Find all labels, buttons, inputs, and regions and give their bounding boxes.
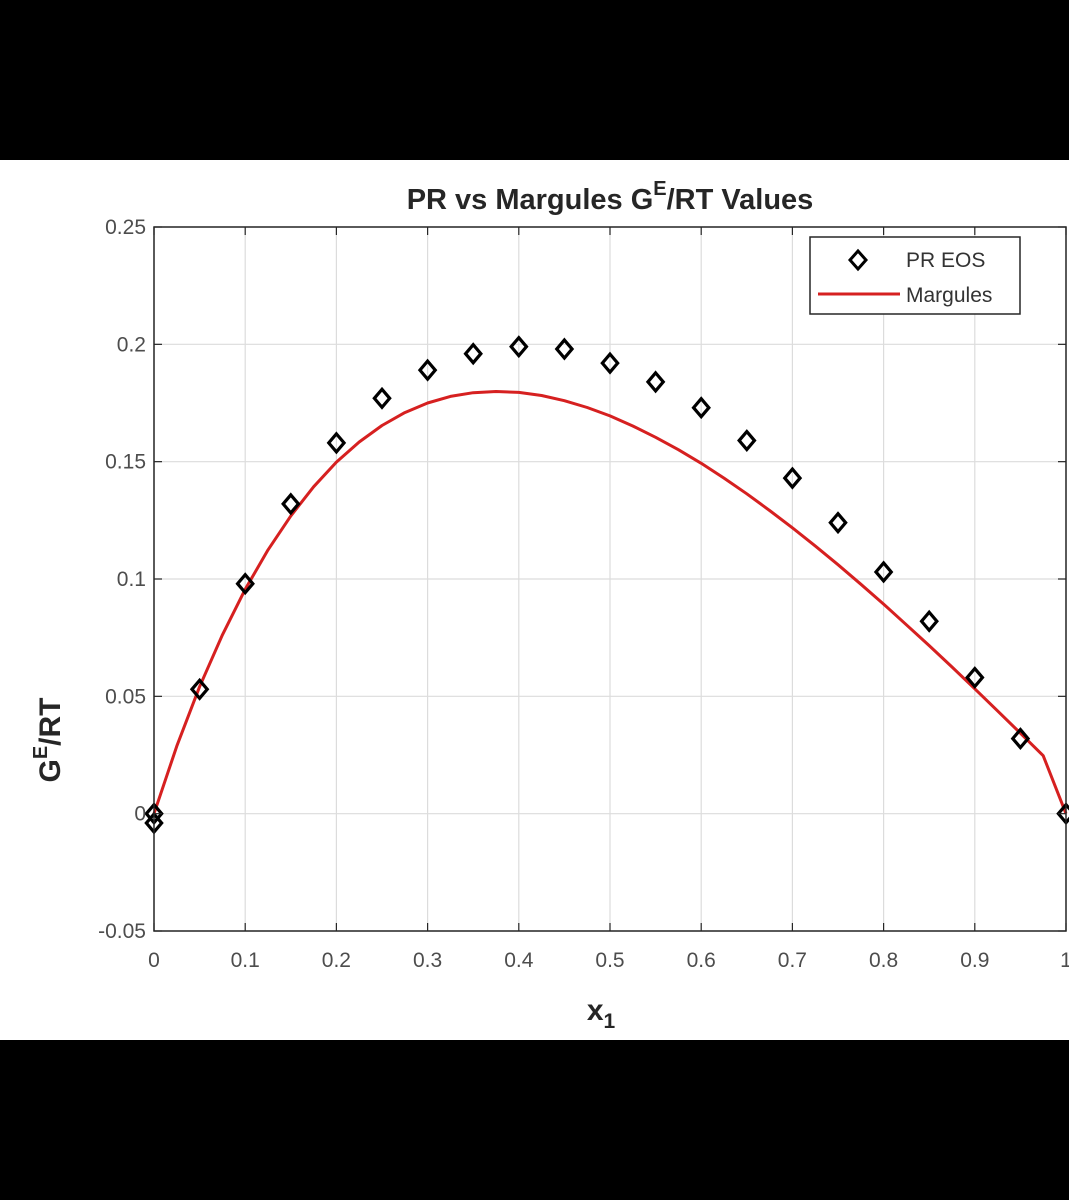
pr-eos-point — [189, 677, 210, 701]
y-tick-label: 0.1 — [117, 568, 146, 591]
y-tick-label: 0 — [134, 803, 146, 826]
pr-eos-point — [235, 572, 255, 596]
pr-eos-point — [965, 666, 985, 690]
x-tick-label: 0.7 — [778, 949, 807, 972]
pr-eos-point — [828, 511, 848, 535]
x-tick-label: 0.6 — [687, 949, 716, 972]
x-tick-label: 0.8 — [869, 949, 898, 972]
pr-eos-point — [645, 370, 666, 394]
pr-eos-point — [417, 358, 438, 382]
figure-panel: 0 0.1 0.2 0.3 0.4 0.5 0.6 0.7 0.8 0.9 1 -0.05 0 0.05 0… — [0, 160, 1069, 1040]
x-tick-label: 0.1 — [231, 949, 260, 972]
x-tick-label: 0.3 — [413, 949, 442, 972]
x-tick-label: 0.4 — [504, 949, 534, 972]
pr-eos-point — [326, 431, 347, 455]
y-axis-label: GE/RT — [30, 697, 67, 782]
pr-eos-point — [600, 351, 620, 375]
x-tick-label: 0.9 — [960, 949, 989, 972]
legend-entry-margules: Margules — [906, 284, 992, 307]
legend: PR EOS Margules — [809, 236, 1021, 315]
pr-eos-point — [509, 335, 529, 359]
pr-eos-point — [919, 609, 939, 633]
x-tick-label: 0.2 — [322, 949, 351, 972]
pr-eos-point — [782, 466, 803, 490]
pr-eos-point — [737, 429, 757, 453]
margules-curve — [152, 390, 1068, 815]
y-tick-label: 0.15 — [105, 451, 146, 474]
y-tick-label: -0.05 — [98, 920, 146, 943]
legend-diamond-marker — [847, 248, 869, 272]
pr-eos-point — [873, 560, 894, 584]
chart-title: PR vs Margules GE/RT Values — [407, 178, 814, 216]
x-tick-label: 1 — [1060, 949, 1069, 972]
pr-eos-point — [691, 396, 711, 420]
x-tick-label: 0 — [148, 949, 160, 972]
pr-eos-point — [372, 386, 392, 410]
pr-eos-point — [463, 342, 483, 366]
legend-entry-pr-eos: PR EOS — [906, 249, 985, 272]
pr-eos-point — [1010, 727, 1031, 751]
plot-series — [144, 335, 1069, 835]
y-tick-label: 0.25 — [105, 216, 146, 239]
x-axis-label: x1 — [587, 994, 616, 1033]
grid — [153, 226, 1067, 932]
pr-eos-point — [554, 337, 575, 361]
y-tick-label: 0.05 — [105, 685, 146, 708]
axes: 0 0.1 0.2 0.3 0.4 0.5 0.6 0.7 0.8 0.9 1-0.0500.050… — [98, 216, 1069, 972]
chart: 0 0.1 0.2 0.3 0.4 0.5 0.6 0.7 0.8 0.9 1-0.0500.050… — [30, 178, 1069, 1033]
legend-box — [809, 236, 1021, 315]
x-tick-label: 0.5 — [595, 949, 624, 972]
pr-eos-point — [281, 492, 301, 516]
y-tick-label: 0.2 — [117, 333, 146, 356]
